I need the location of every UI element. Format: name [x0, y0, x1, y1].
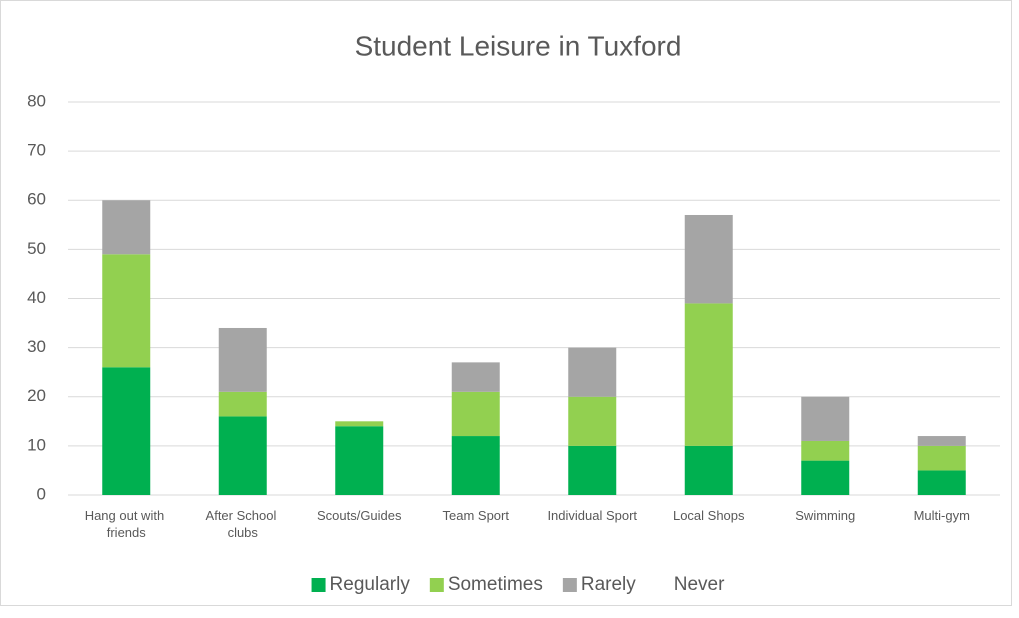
- bar-segment: [102, 367, 151, 495]
- bar-segment: [218, 391, 267, 417]
- x-tick-label: Team Sport: [443, 508, 510, 523]
- bar-segment: [801, 440, 850, 461]
- bar-segment: [102, 200, 151, 255]
- x-tick-label: After School clubs: [206, 508, 280, 540]
- legend-label: Never: [674, 574, 725, 595]
- legend-swatch: [311, 578, 326, 592]
- x-tick-label: Multi-gym: [914, 508, 970, 523]
- bar-segment: [568, 396, 617, 446]
- bar-segment: [451, 436, 500, 495]
- chart-title: Student Leisure in Tuxford: [355, 30, 682, 61]
- legend-swatch: [562, 578, 577, 592]
- bar-segment: [801, 396, 850, 441]
- x-tick-label: Local Shops: [673, 508, 745, 523]
- bar-segment: [801, 460, 850, 495]
- y-tick-label: 60: [27, 190, 46, 209]
- y-tick-label: 10: [27, 435, 46, 454]
- legend-swatch: [655, 578, 670, 592]
- bar-segment: [451, 362, 500, 392]
- x-tick-label: Hang out with friends: [85, 508, 168, 540]
- bar-segment: [684, 214, 733, 304]
- bar-segment: [335, 426, 384, 495]
- legend: Regularly Sometimes Rarely Never: [311, 574, 725, 595]
- y-tick-label: 50: [27, 239, 46, 258]
- legend-swatch: [429, 578, 444, 592]
- legend-label: Sometimes: [448, 574, 543, 595]
- bar-segment: [917, 470, 966, 495]
- bar-segment: [568, 445, 617, 495]
- y-tick-label: 40: [27, 288, 46, 307]
- x-tick-label: Scouts/Guides: [317, 508, 402, 523]
- bar-segment: [917, 445, 966, 471]
- y-tick-label: 30: [27, 337, 46, 356]
- bar-segment: [218, 416, 267, 495]
- legend-label: Rarely: [581, 574, 636, 595]
- y-tick-label: 20: [27, 386, 46, 405]
- y-tick-label: 0: [37, 484, 46, 503]
- bar-segment: [917, 436, 966, 446]
- x-tick-label: Swimming: [795, 508, 855, 523]
- legend-label: Regularly: [330, 574, 411, 595]
- y-tick-label: 80: [27, 91, 46, 110]
- bar-segment: [568, 347, 617, 397]
- bar-segment: [451, 391, 500, 437]
- bar-segment: [102, 254, 151, 368]
- x-tick-label: Individual Sport: [547, 508, 637, 523]
- bar-segment: [218, 327, 267, 392]
- bar-segment: [335, 421, 384, 427]
- bar-segment: [684, 303, 733, 446]
- bar-segment: [684, 445, 733, 495]
- y-tick-label: 70: [27, 141, 46, 160]
- chart-border: [0, 0, 1012, 606]
